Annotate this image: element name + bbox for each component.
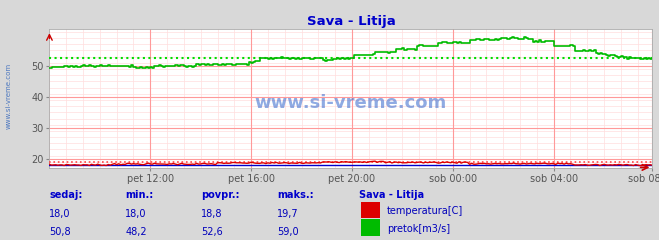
- Text: www.si-vreme.com: www.si-vreme.com: [255, 94, 447, 112]
- Text: 52,6: 52,6: [201, 227, 223, 237]
- Text: 18,0: 18,0: [125, 209, 147, 219]
- Text: pretok[m3/s]: pretok[m3/s]: [387, 224, 450, 234]
- Text: 19,7: 19,7: [277, 209, 299, 219]
- Text: 18,8: 18,8: [201, 209, 223, 219]
- Text: temperatura[C]: temperatura[C]: [387, 206, 463, 216]
- Text: Sava - Litija: Sava - Litija: [359, 190, 424, 200]
- Title: Sava - Litija: Sava - Litija: [306, 15, 395, 28]
- Text: 59,0: 59,0: [277, 227, 299, 237]
- Text: 18,0: 18,0: [49, 209, 71, 219]
- Text: 50,8: 50,8: [49, 227, 71, 237]
- Text: www.si-vreme.com: www.si-vreme.com: [5, 63, 11, 129]
- Text: povpr.:: povpr.:: [201, 190, 239, 200]
- Text: 48,2: 48,2: [125, 227, 147, 237]
- Text: maks.:: maks.:: [277, 190, 314, 200]
- Text: min.:: min.:: [125, 190, 154, 200]
- Text: sedaj:: sedaj:: [49, 190, 83, 200]
